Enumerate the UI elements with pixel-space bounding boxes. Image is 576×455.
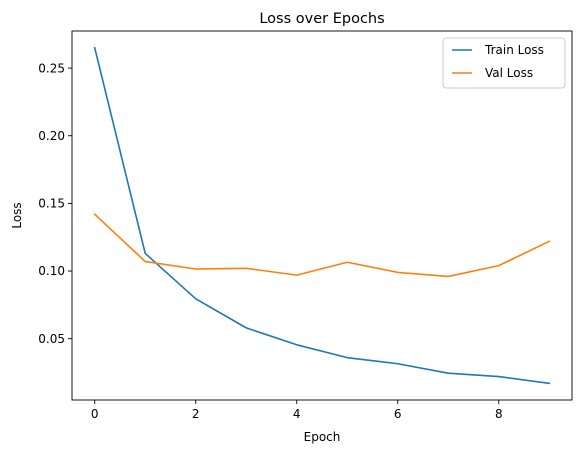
x-axis-label: Epoch — [304, 430, 341, 444]
y-tick-label: 0.20 — [38, 129, 65, 143]
x-tick-label: 6 — [394, 407, 402, 421]
legend-label-train-loss: Train Loss — [484, 43, 544, 57]
series-line-val-loss — [93, 213, 551, 278]
legend-box — [442, 37, 566, 89]
y-axis: 0.05 0.10 0.15 0.20 0.25 — [38, 61, 72, 346]
x-tick-label: 2 — [192, 407, 200, 421]
y-tick-label: 0.15 — [38, 197, 65, 211]
legend-label-val-loss: Val Loss — [485, 66, 533, 80]
x-tick-label: 0 — [91, 407, 99, 421]
series-layer — [93, 46, 551, 385]
y-tick-label: 0.25 — [38, 61, 65, 75]
x-axis: 0 2 4 6 8 — [91, 400, 503, 421]
legend: Train Loss Val Loss — [442, 37, 566, 89]
x-tick-label: 8 — [495, 407, 503, 421]
plot-frame — [71, 30, 573, 401]
x-tick-label: 4 — [293, 407, 301, 421]
series-line-train-loss — [93, 46, 551, 385]
y-tick-label: 0.05 — [38, 332, 65, 346]
y-axis-label: Loss — [10, 202, 24, 228]
chart-title: Loss over Epochs — [259, 11, 384, 27]
y-tick-label: 0.10 — [38, 264, 65, 278]
